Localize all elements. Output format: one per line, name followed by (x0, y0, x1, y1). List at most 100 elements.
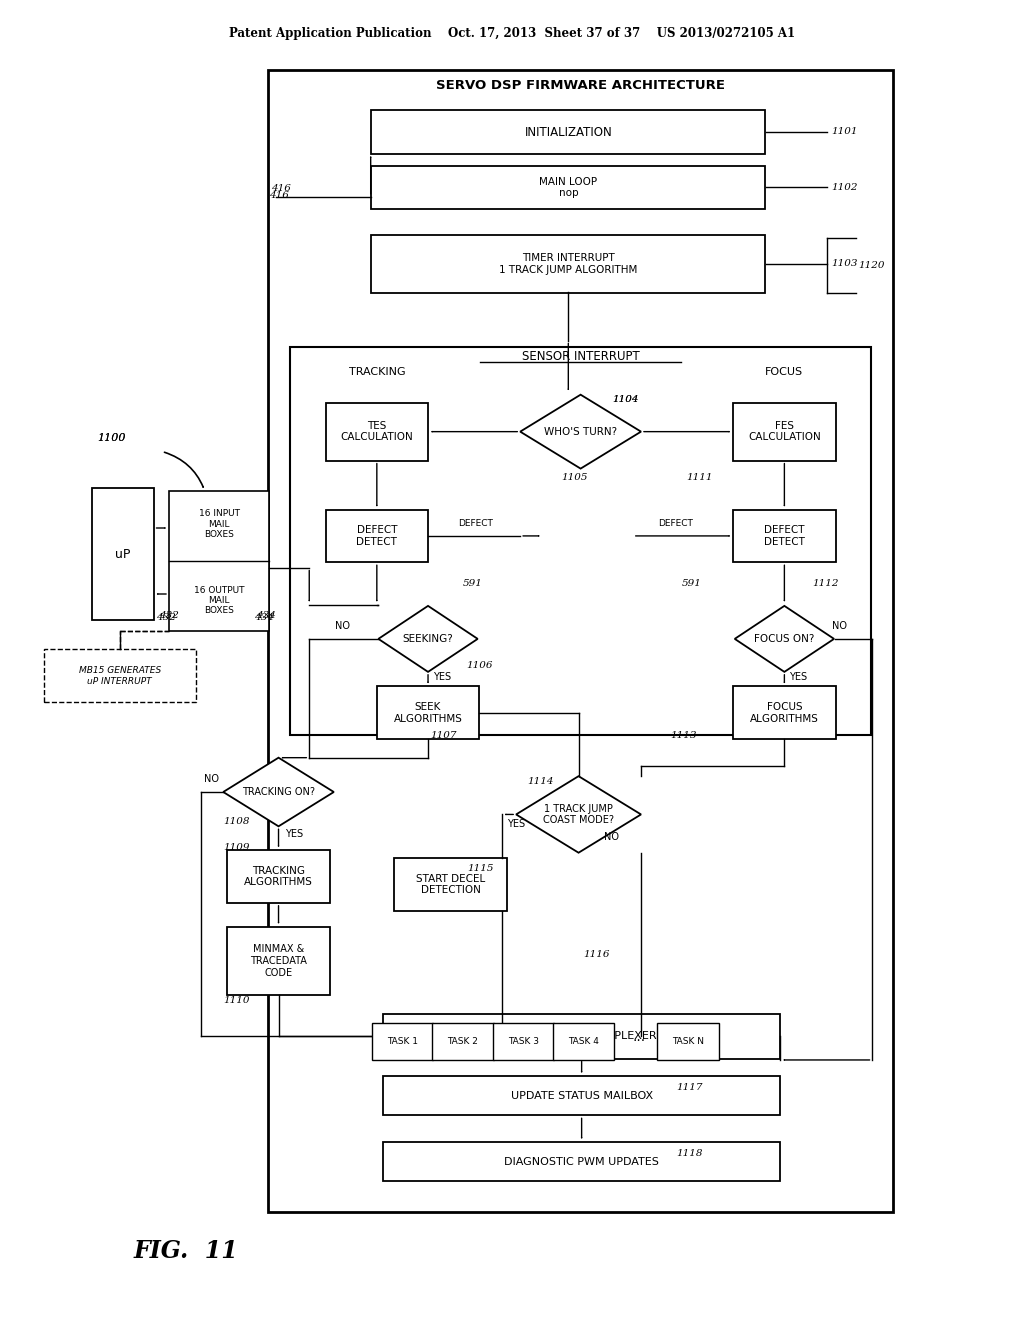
FancyBboxPatch shape (227, 850, 330, 903)
Text: DIAGNOSTIC PWM UPDATES: DIAGNOSTIC PWM UPDATES (504, 1156, 659, 1167)
FancyBboxPatch shape (394, 858, 507, 911)
FancyBboxPatch shape (733, 686, 836, 739)
FancyBboxPatch shape (657, 1023, 719, 1060)
Text: TASK 4: TASK 4 (568, 1038, 599, 1045)
FancyBboxPatch shape (227, 927, 330, 995)
Text: 1111: 1111 (686, 474, 713, 482)
Polygon shape (223, 758, 334, 826)
Text: 1104: 1104 (612, 396, 639, 404)
Text: 1100: 1100 (97, 433, 126, 444)
Text: DEFECT
DETECT: DEFECT DETECT (356, 525, 397, 546)
FancyBboxPatch shape (92, 488, 154, 620)
Text: 416: 416 (271, 185, 291, 193)
Text: 1102: 1102 (831, 183, 858, 191)
Text: WHO'S TURN?: WHO'S TURN? (544, 426, 617, 437)
Text: 1101: 1101 (831, 128, 858, 136)
Text: FOCUS: FOCUS (765, 367, 804, 378)
FancyBboxPatch shape (383, 1142, 780, 1181)
Polygon shape (735, 606, 834, 672)
Text: 1106: 1106 (466, 661, 493, 669)
Text: DEFECT: DEFECT (458, 519, 493, 528)
Text: 1103: 1103 (831, 260, 858, 268)
Text: TES
CALCULATION: TES CALCULATION (340, 421, 414, 442)
Text: TASK 1: TASK 1 (387, 1038, 418, 1045)
Text: 1110: 1110 (223, 997, 250, 1005)
Text: 432: 432 (156, 614, 175, 622)
Text: TIMER INTERRUPT
1 TRACK JUMP ALGORITHM: TIMER INTERRUPT 1 TRACK JUMP ALGORITHM (499, 253, 638, 275)
Text: TASK N: TASK N (672, 1038, 705, 1045)
Text: 591: 591 (463, 579, 482, 587)
FancyBboxPatch shape (553, 1023, 614, 1060)
Text: TRACKING ON?: TRACKING ON? (242, 787, 315, 797)
Text: NO: NO (833, 620, 847, 631)
FancyBboxPatch shape (372, 235, 766, 293)
Text: TRACKING: TRACKING (348, 367, 406, 378)
Text: Patent Application Publication    Oct. 17, 2013  Sheet 37 of 37    US 2013/02721: Patent Application Publication Oct. 17, … (229, 26, 795, 40)
Text: 1104: 1104 (612, 396, 639, 404)
Text: 1105: 1105 (561, 474, 588, 482)
Text: 16 INPUT
MAIL
BOXES: 16 INPUT MAIL BOXES (199, 510, 240, 539)
Text: 1114: 1114 (527, 777, 554, 785)
Text: FOCUS ON?: FOCUS ON? (755, 634, 814, 644)
Text: MB15 GENERATES
uP INTERRUPT: MB15 GENERATES uP INTERRUPT (79, 667, 161, 685)
Text: 1112: 1112 (812, 579, 839, 587)
FancyBboxPatch shape (372, 110, 766, 153)
FancyBboxPatch shape (383, 1076, 780, 1115)
FancyBboxPatch shape (326, 403, 428, 461)
Text: SEEKING?: SEEKING? (402, 634, 454, 644)
Text: SERVO DSP FIRMWARE ARCHITECTURE: SERVO DSP FIRMWARE ARCHITECTURE (436, 79, 725, 92)
Text: FOCUS
ALGORITHMS: FOCUS ALGORITHMS (750, 702, 819, 723)
Text: 1109: 1109 (223, 843, 250, 851)
FancyBboxPatch shape (326, 510, 428, 562)
FancyBboxPatch shape (733, 510, 836, 562)
FancyBboxPatch shape (383, 1014, 780, 1059)
Text: START DECEL
DETECTION: START DECEL DETECTION (416, 874, 485, 895)
Text: SEEK
ALGORITHMS: SEEK ALGORITHMS (393, 702, 463, 723)
Text: FIG.  11: FIG. 11 (133, 1239, 238, 1263)
Text: 434: 434 (254, 614, 273, 622)
Text: YES: YES (433, 672, 452, 682)
Text: NO: NO (335, 620, 349, 631)
Text: TRACKING
ALGORITHMS: TRACKING ALGORITHMS (244, 866, 313, 887)
Text: ···: ··· (633, 1035, 645, 1048)
Text: TASK 2: TASK 2 (447, 1038, 478, 1045)
FancyBboxPatch shape (44, 649, 196, 702)
Text: 416: 416 (269, 191, 289, 199)
FancyBboxPatch shape (733, 403, 836, 461)
Text: TASK 3: TASK 3 (508, 1038, 539, 1045)
Text: 1108: 1108 (223, 817, 250, 825)
Text: 16 CHANNEL MULTIPLEXER: 16 CHANNEL MULTIPLEXER (507, 1031, 656, 1041)
Text: 1117: 1117 (676, 1084, 702, 1092)
Text: uP: uP (115, 548, 131, 561)
Text: SENSOR INTERRUPT: SENSOR INTERRUPT (522, 350, 639, 363)
Text: 1120: 1120 (858, 261, 885, 269)
FancyBboxPatch shape (377, 686, 479, 739)
Text: 1113: 1113 (671, 731, 697, 739)
Text: MINMAX &
TRACEDATA
CODE: MINMAX & TRACEDATA CODE (250, 944, 307, 978)
Text: 1116: 1116 (584, 950, 610, 958)
Text: 1 TRACK JUMP
COAST MODE?: 1 TRACK JUMP COAST MODE? (543, 804, 614, 825)
Text: DEFECT: DEFECT (658, 519, 693, 528)
Text: NO: NO (604, 832, 620, 842)
Text: 1118: 1118 (676, 1150, 702, 1158)
Text: 1100: 1100 (97, 433, 126, 444)
Polygon shape (379, 606, 477, 672)
Text: NO: NO (205, 774, 219, 784)
Text: YES: YES (790, 672, 808, 682)
Text: INITIALIZATION: INITIALIZATION (524, 125, 612, 139)
FancyBboxPatch shape (372, 165, 766, 209)
Text: YES: YES (285, 829, 303, 840)
Text: 434: 434 (256, 611, 275, 619)
Polygon shape (520, 395, 641, 469)
FancyBboxPatch shape (268, 70, 893, 1212)
FancyBboxPatch shape (290, 347, 871, 735)
Text: FES
CALCULATION: FES CALCULATION (748, 421, 821, 442)
FancyBboxPatch shape (432, 1023, 494, 1060)
Text: UPDATE STATUS MAILBOX: UPDATE STATUS MAILBOX (511, 1090, 652, 1101)
FancyBboxPatch shape (372, 1023, 433, 1060)
Text: 1115: 1115 (467, 865, 494, 873)
Text: 432: 432 (159, 611, 178, 619)
FancyBboxPatch shape (493, 1023, 554, 1060)
Text: MAIN LOOP
nop: MAIN LOOP nop (540, 177, 597, 198)
Polygon shape (516, 776, 641, 853)
